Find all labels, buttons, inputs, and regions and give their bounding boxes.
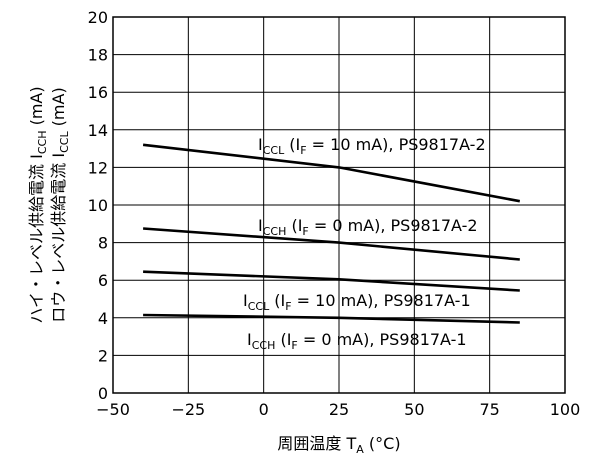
x-tick-label: −50 <box>96 400 130 419</box>
data-series <box>142 143 521 324</box>
y-axis-title-line1: ハイ・レベル供給電流 ICCH (mA) <box>27 86 49 323</box>
axis-ticks: −50 −25 0 25 50 75 100 0 2 4 6 8 10 12 14 16 18 20 <box>88 8 581 419</box>
x-tick-label: 0 <box>259 400 269 419</box>
series-labels: ICCL (IF = 10 mA), PS9817A-2 ICCH (IF = 0… <box>243 135 486 352</box>
grid-lines <box>113 17 565 393</box>
series-label-2: ICCH (IF = 0 mA), PS9817A-2 <box>258 216 478 238</box>
series-label-3: ICCL (IF = 10 mA), PS9817A-1 <box>243 291 471 313</box>
y-tick-label: 14 <box>88 121 108 140</box>
y-tick-label: 12 <box>88 158 108 177</box>
y-tick-label: 8 <box>98 234 108 253</box>
x-tick-label: 25 <box>329 400 349 419</box>
x-tick-label: 100 <box>550 400 581 419</box>
series-label-4: ICCH (IF = 0 mA), PS9817A-1 <box>247 330 467 352</box>
y-tick-label: 4 <box>98 309 108 328</box>
x-tick-label: 50 <box>404 400 424 419</box>
series-line-1 <box>142 143 521 203</box>
svg-text:ロウ・レベル供給電流 ICCL (mA): ロウ・レベル供給電流 ICCL (mA) <box>49 87 71 322</box>
plot-frame <box>112 16 566 394</box>
y-tick-label: 6 <box>98 271 108 290</box>
series-line-3 <box>143 270 520 292</box>
x-tick-label: 75 <box>479 400 499 419</box>
y-tick-label: 16 <box>88 83 108 102</box>
y-tick-label: 0 <box>98 384 108 403</box>
x-tick-label: −25 <box>171 400 205 419</box>
series-line-4 <box>143 313 520 324</box>
svg-text:ハイ・レベル供給電流 ICCH (mA): ハイ・レベル供給電流 ICCH (mA) <box>27 86 49 323</box>
y-tick-label: 18 <box>88 46 108 65</box>
x-axis-title: 周囲温度 TA (°C) <box>277 434 400 456</box>
y-axis-title-line2: ロウ・レベル供給電流 ICCL (mA) <box>49 87 71 322</box>
series-label-1: ICCL (IF = 10 mA), PS9817A-2 <box>258 135 486 157</box>
y-tick-label: 2 <box>98 346 108 365</box>
y-tick-label: 10 <box>88 196 108 215</box>
series-line-2 <box>143 227 520 261</box>
y-tick-label: 20 <box>88 8 108 27</box>
